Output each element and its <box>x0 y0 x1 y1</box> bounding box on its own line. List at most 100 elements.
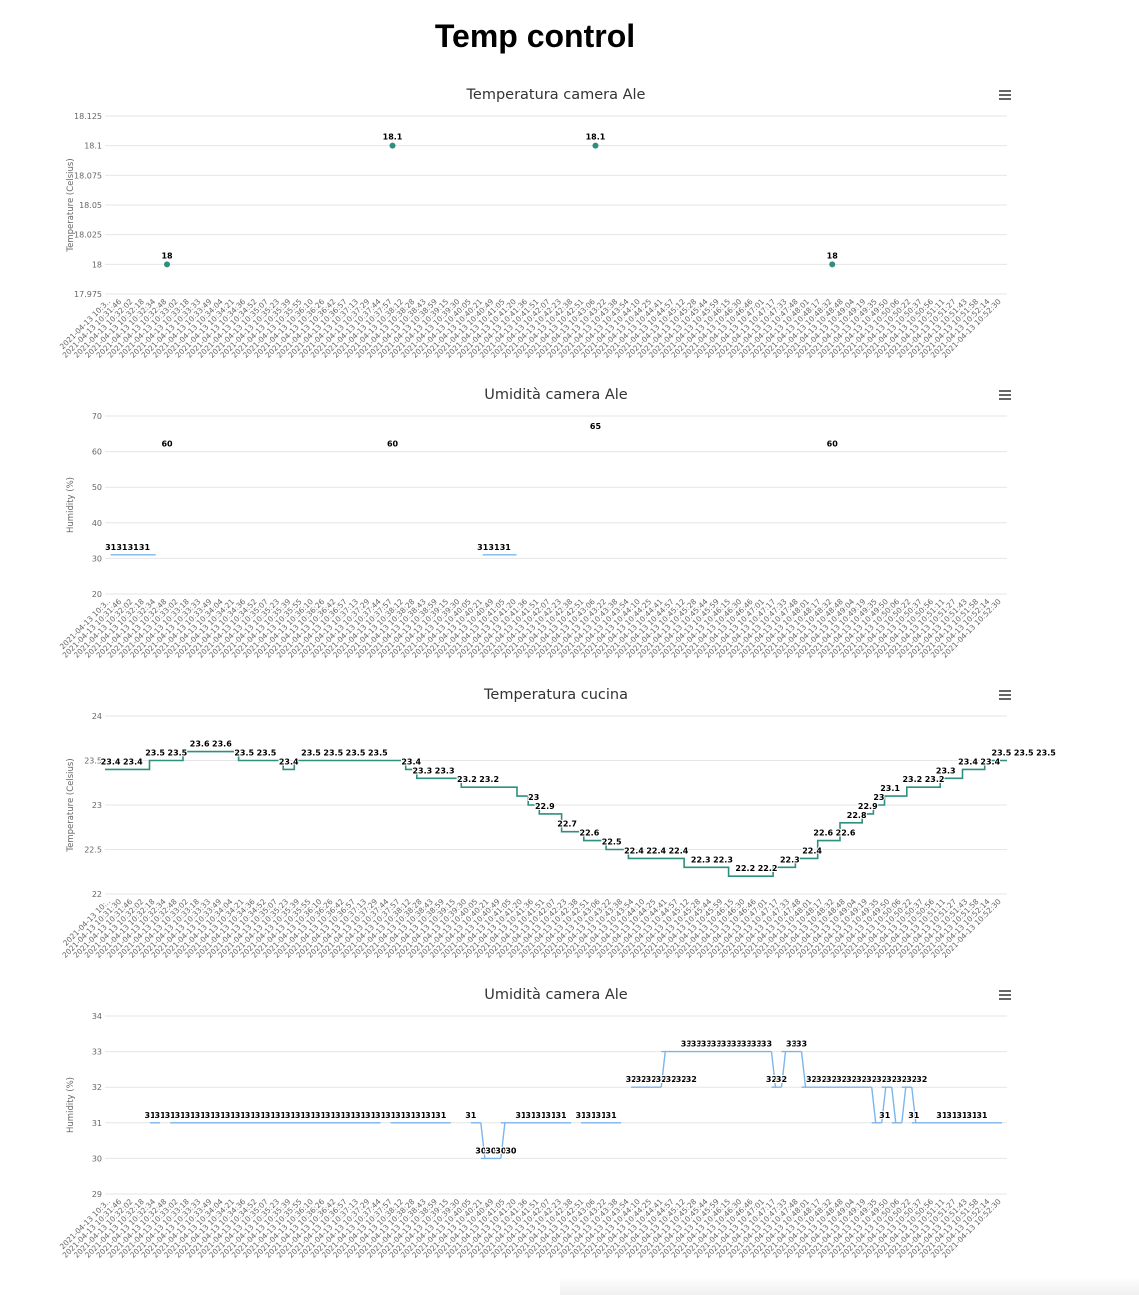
data-label: 32 <box>816 1075 827 1084</box>
data-label: 30 <box>485 1146 497 1155</box>
data-label: 18 <box>827 251 839 260</box>
y-axis-label: Humidity (%) <box>66 1077 76 1133</box>
y-tick-label: 18.1 <box>84 142 102 151</box>
data-point <box>829 261 836 268</box>
data-label: 33 <box>701 1040 712 1049</box>
series-line <box>770 1051 777 1088</box>
y-tick-label: 34 <box>92 1012 102 1021</box>
data-label: 32 <box>666 1075 677 1084</box>
data-label: 30 <box>495 1146 507 1155</box>
data-label: 22.8 <box>847 811 867 820</box>
data-label: 23.5 <box>257 749 277 758</box>
data-label: 32 <box>896 1075 907 1084</box>
y-tick-label: 20 <box>92 590 102 599</box>
y-tick-label: 18.05 <box>79 201 102 210</box>
data-label: 30 <box>475 1146 487 1155</box>
y-tick-label: 18.075 <box>74 171 102 180</box>
data-label: 31 <box>116 543 128 552</box>
data-label: 31 <box>966 1111 978 1120</box>
y-tick-label: 23.5 <box>84 757 102 766</box>
data-label: 22.6 <box>836 829 856 838</box>
data-label: 31 <box>225 1111 237 1120</box>
data-label: 23.5 <box>234 749 254 758</box>
y-tick-label: 23 <box>92 801 102 810</box>
data-label: 32 <box>636 1075 647 1084</box>
data-label: 23.5 <box>168 749 188 758</box>
data-label: 31 <box>375 1111 387 1120</box>
data-label: 22.9 <box>535 802 555 811</box>
y-tick-label: 24 <box>92 712 102 721</box>
series-line <box>780 1051 787 1088</box>
data-label: 23.4 <box>401 757 421 766</box>
data-label: 22.3 <box>780 855 800 864</box>
series-line <box>871 1087 877 1123</box>
data-label: 31 <box>185 1111 197 1120</box>
y-tick-label: 33 <box>92 1048 102 1057</box>
y-tick-label: 18 <box>92 260 102 269</box>
data-label: 32 <box>806 1075 817 1084</box>
data-label: 31 <box>936 1111 948 1120</box>
y-tick-label: 18.025 <box>74 231 102 240</box>
data-label: 31 <box>205 1111 217 1120</box>
data-label: 31 <box>355 1111 367 1120</box>
chart-temperatura-cucina: Temperatura cucina Temperature (Celsius) 2… <box>55 678 1057 973</box>
y-tick-label: 70 <box>92 412 102 421</box>
chart-title: Umidità camera Ale <box>484 987 627 1003</box>
data-label: 31 <box>175 1111 187 1120</box>
data-label: 22.3 <box>691 855 711 864</box>
data-label: 31 <box>488 543 500 552</box>
data-label: 60 <box>387 440 399 449</box>
data-label: 31 <box>335 1111 347 1120</box>
series-line <box>891 1087 897 1123</box>
data-label: 33 <box>751 1040 762 1049</box>
data-label: 23.6 <box>190 740 210 749</box>
data-label: 32 <box>656 1075 667 1084</box>
data-label: 33 <box>796 1040 807 1049</box>
data-label: 32 <box>876 1075 887 1084</box>
hamburger-menu-icon[interactable] <box>994 87 1016 103</box>
hamburger-menu-icon[interactable] <box>994 687 1016 703</box>
data-label: 60 <box>827 440 839 449</box>
data-label: 31 <box>976 1111 988 1120</box>
data-label: 33 <box>786 1040 797 1049</box>
data-label: 32 <box>776 1075 787 1084</box>
hamburger-menu-icon[interactable] <box>994 387 1016 403</box>
y-tick-label: 18.125 <box>74 112 102 121</box>
data-label: 31 <box>879 1111 891 1120</box>
data-label: 23.4 <box>958 757 978 766</box>
data-label: 33 <box>741 1040 752 1049</box>
data-label: 23.4 <box>123 757 143 766</box>
data-label: 32 <box>906 1075 917 1084</box>
data-label: 23.2 <box>902 775 922 784</box>
y-tick-label: 22 <box>92 890 102 899</box>
y-axis-label: Temperature (Celsius) <box>66 758 76 852</box>
data-label: 22.9 <box>858 802 878 811</box>
data-label: 31 <box>245 1111 257 1120</box>
y-tick-label: 40 <box>92 519 102 528</box>
data-label: 31 <box>145 1111 157 1120</box>
data-label: 23.5 <box>992 749 1012 758</box>
data-label: 31 <box>515 1111 527 1120</box>
data-label: 23.5 <box>301 749 321 758</box>
y-axis-label: Humidity (%) <box>66 477 76 533</box>
series-line <box>881 1087 887 1123</box>
chart-svg: Temperatura camera Ale Temperature (Celsi… <box>58 87 1007 360</box>
data-label: 23.5 <box>145 749 165 758</box>
data-label: 31 <box>586 1111 598 1120</box>
chart-title: Umidità camera Ale <box>484 387 627 403</box>
data-label: 31 <box>165 1111 177 1120</box>
hamburger-menu-icon[interactable] <box>994 987 1016 1003</box>
data-label: 31 <box>295 1111 307 1120</box>
data-label: 31 <box>395 1111 407 1120</box>
data-label: 31 <box>425 1111 437 1120</box>
data-label: 31 <box>265 1111 277 1120</box>
data-label: 32 <box>646 1075 657 1084</box>
chart-temperatura-camera: Temperatura camera Ale Temperature (Celsi… <box>55 78 1020 373</box>
data-label: 31 <box>405 1111 417 1120</box>
data-label: 23.4 <box>980 757 1000 766</box>
data-label: 22.4 <box>646 846 666 855</box>
y-tick-label: 30 <box>92 554 102 563</box>
series-line <box>911 1087 917 1123</box>
data-label: 23.2 <box>925 775 945 784</box>
data-label: 31 <box>908 1111 920 1120</box>
